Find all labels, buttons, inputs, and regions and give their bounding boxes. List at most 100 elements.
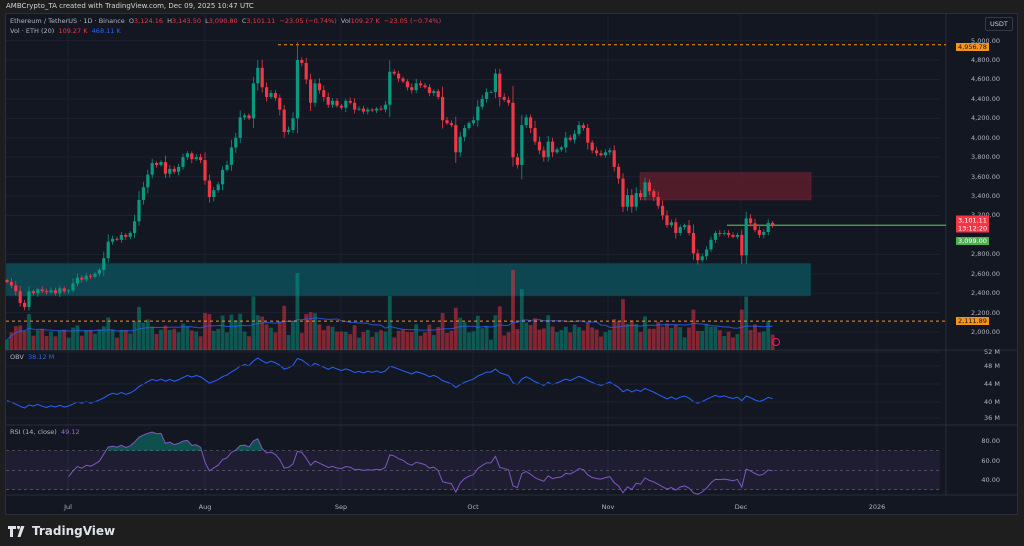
rsi-axis-label: 40.00 xyxy=(981,476,1000,484)
low-label: L xyxy=(205,17,209,25)
symbol-legend: Ethereum / TetherUS · 1D · Binance O3,12… xyxy=(10,17,441,25)
volume-bar xyxy=(660,326,665,350)
candle-body xyxy=(317,83,321,91)
candle-body xyxy=(388,71,392,105)
volume-bar xyxy=(365,329,370,350)
candle-body xyxy=(335,100,339,106)
time-axis-label: Dec xyxy=(734,503,748,511)
candle-body xyxy=(480,98,484,107)
candle-body xyxy=(300,60,304,63)
volume-bar xyxy=(251,296,256,350)
candle-body xyxy=(212,190,216,198)
volume-bar xyxy=(480,328,485,350)
candle-body xyxy=(181,157,185,167)
volume-bar xyxy=(62,329,67,350)
volume-bar xyxy=(581,330,586,350)
candle-body xyxy=(744,218,748,256)
candle-body xyxy=(392,71,396,74)
candle-body xyxy=(515,157,519,165)
candle-body xyxy=(304,62,308,80)
volume-bar xyxy=(335,331,339,350)
volume-bar xyxy=(286,334,291,350)
candle-body xyxy=(216,184,220,191)
candle-body xyxy=(84,275,88,280)
volume-bar xyxy=(537,329,542,350)
volume-bar xyxy=(445,332,449,350)
volume-bar xyxy=(387,296,392,350)
volume-bar xyxy=(436,327,441,350)
volume-bar xyxy=(49,331,53,350)
candle-body xyxy=(559,147,563,150)
price-axis-label: 2,200.00 xyxy=(971,308,1000,317)
candle-body xyxy=(40,289,44,292)
candle-body xyxy=(14,285,18,292)
volume-ma-value: 468.11 K xyxy=(91,27,121,35)
candle-body xyxy=(102,258,106,270)
candle-body xyxy=(313,83,317,103)
candle-body xyxy=(471,120,475,124)
candle-body xyxy=(573,133,577,140)
price-axis-label: 4,800.00 xyxy=(971,56,1000,65)
rsi-name[interactable]: RSI (14, close) xyxy=(10,428,57,436)
candle-body xyxy=(665,215,669,226)
volume-bar xyxy=(621,299,625,350)
obv-name[interactable]: OBV xyxy=(10,353,24,361)
volume-bar xyxy=(31,335,36,350)
volume-bar xyxy=(449,330,454,350)
volume-bar xyxy=(5,339,9,350)
volume-bar xyxy=(735,334,740,350)
candle-body xyxy=(410,87,414,91)
candle-body xyxy=(124,234,128,237)
candle-body xyxy=(383,104,387,110)
volume-bar xyxy=(383,331,388,350)
volume-bar xyxy=(79,335,84,350)
volume-bar xyxy=(533,318,537,350)
volume-bar xyxy=(669,327,674,350)
volume-bar xyxy=(233,320,238,350)
candle-body xyxy=(269,93,273,97)
candle-body xyxy=(608,150,612,153)
currency-button[interactable]: USDT xyxy=(985,17,1013,31)
tradingview-logo-icon xyxy=(8,525,25,537)
volume-bar xyxy=(709,326,713,350)
candle-body xyxy=(366,109,370,112)
candle-body xyxy=(771,222,775,226)
volume-bar xyxy=(185,326,190,350)
volume-bar xyxy=(299,332,304,350)
volume-bar xyxy=(607,329,612,350)
candle-body xyxy=(722,232,726,234)
candle-body xyxy=(53,290,57,294)
open-value: 3,124.16 xyxy=(134,17,163,25)
candle-body xyxy=(529,117,533,129)
candle-body xyxy=(656,197,660,206)
price-axis-label: 5,000.00 xyxy=(971,36,1000,45)
symbol-name[interactable]: Ethereum / TetherUS · 1D · Binance xyxy=(10,17,125,25)
volume-bar xyxy=(695,331,700,350)
volume-bar xyxy=(757,332,762,350)
candle-body xyxy=(463,128,467,137)
candle-body xyxy=(687,225,691,233)
volume-bar xyxy=(713,326,718,350)
volume-indicator-name[interactable]: Vol · ETH (20) xyxy=(10,27,55,35)
volume-bar xyxy=(379,330,383,350)
candle-body xyxy=(520,125,524,165)
volume-bar xyxy=(145,319,150,350)
price-axis-label: 4,600.00 xyxy=(971,75,1000,84)
volume-bar xyxy=(541,328,546,350)
volume-bar xyxy=(559,329,564,350)
volume-bar xyxy=(748,329,753,350)
candle-body xyxy=(36,289,40,294)
volume-bar xyxy=(656,322,661,350)
candle-body xyxy=(454,125,458,153)
volume-bar xyxy=(625,323,630,350)
candle-body xyxy=(458,136,462,153)
rsi-band xyxy=(6,450,940,490)
close-label: C xyxy=(241,17,247,25)
volume-bar xyxy=(260,316,265,350)
volume-bar xyxy=(555,332,559,350)
volume-bar xyxy=(264,324,269,350)
volume-bar xyxy=(18,325,23,350)
candle-body xyxy=(630,195,634,207)
candle-body xyxy=(291,118,295,130)
